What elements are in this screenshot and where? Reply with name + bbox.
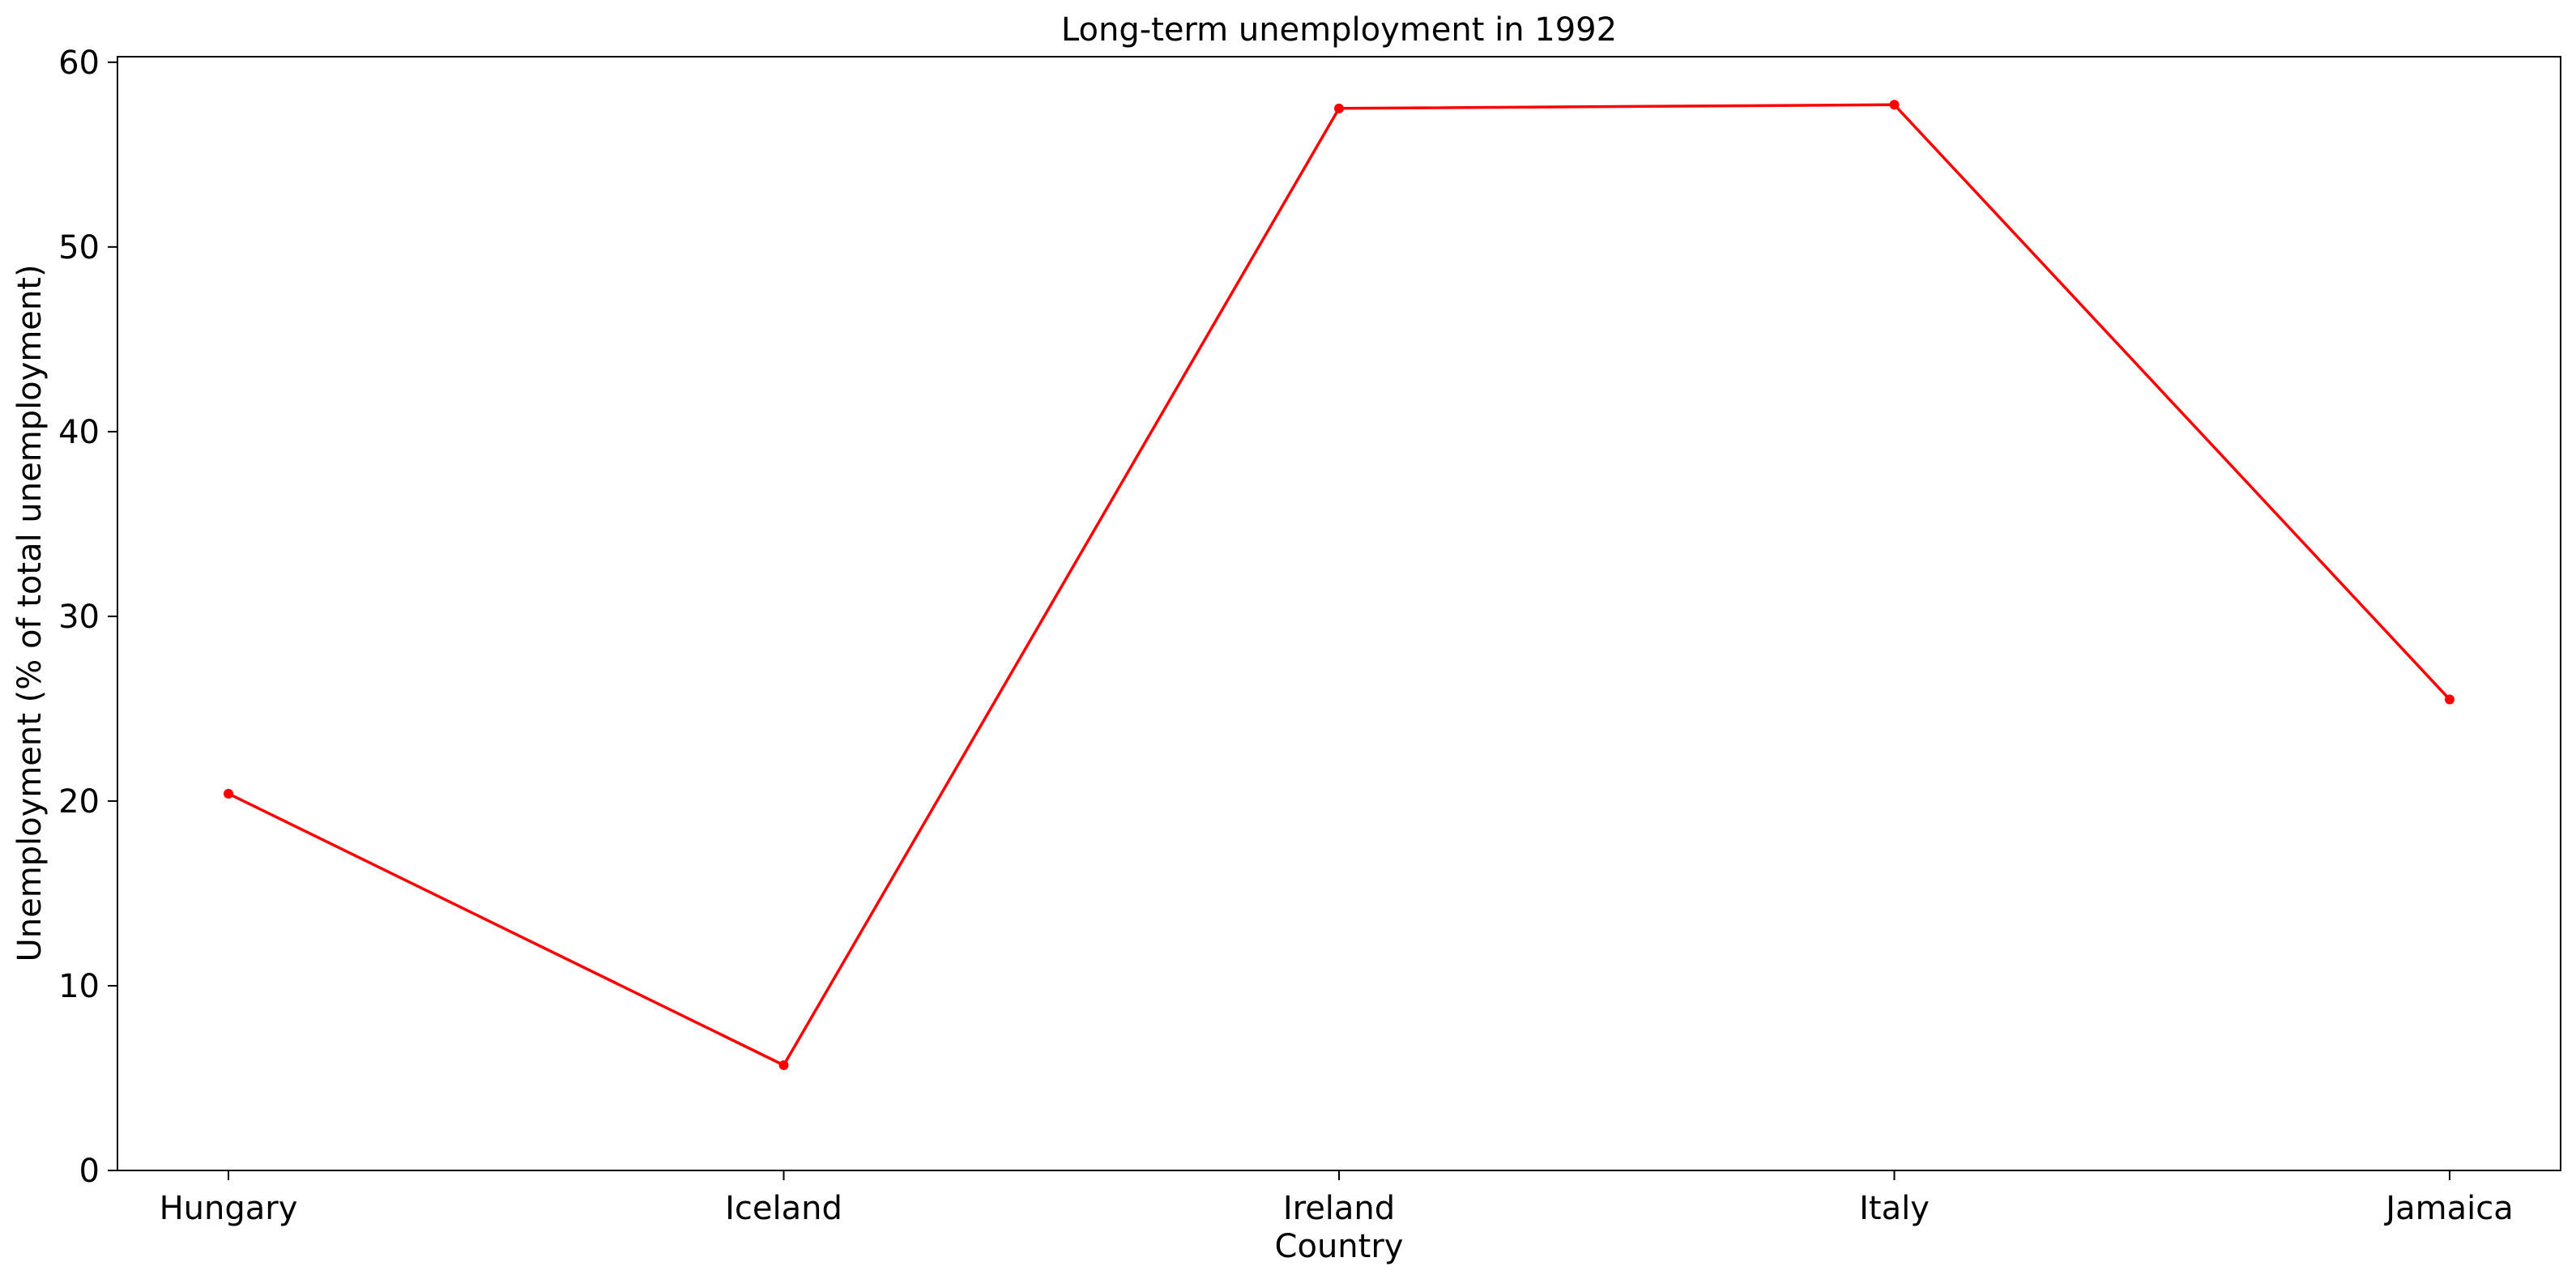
y-tick-label: 60 xyxy=(58,45,100,82)
data-point xyxy=(2445,694,2454,705)
plot-area-frame xyxy=(117,56,2561,1171)
y-tick-label: 20 xyxy=(58,783,100,821)
x-axis-label: Country xyxy=(1275,1228,1404,1265)
y-axis: 0 10 20 30 40 50 60 xyxy=(58,45,117,1190)
data-point xyxy=(224,788,233,799)
series-layer xyxy=(224,100,2454,1071)
y-tick-label: 0 xyxy=(79,1153,100,1190)
x-tick-label: Hungary xyxy=(160,1190,298,1227)
y-tick-label: 10 xyxy=(58,968,100,1005)
y-axis-label: Unemployment (% of total unemployment) xyxy=(11,264,49,961)
y-tick-label: 40 xyxy=(58,414,100,451)
x-axis: Hungary Iceland Ireland Italy Jamaica xyxy=(160,1170,2514,1227)
x-tick-label: Ireland xyxy=(1283,1190,1395,1227)
x-tick-label: Italy xyxy=(1859,1190,1930,1227)
x-tick-label: Iceland xyxy=(725,1190,842,1227)
data-point xyxy=(1334,103,1344,113)
chart-title: Long-term unemployment in 1992 xyxy=(1061,11,1617,49)
y-tick-label: 50 xyxy=(58,229,100,266)
y-tick-label: 30 xyxy=(58,599,100,636)
data-point xyxy=(778,1060,789,1071)
data-point xyxy=(1889,100,1900,110)
x-tick-label: Jamaica xyxy=(2383,1190,2513,1227)
